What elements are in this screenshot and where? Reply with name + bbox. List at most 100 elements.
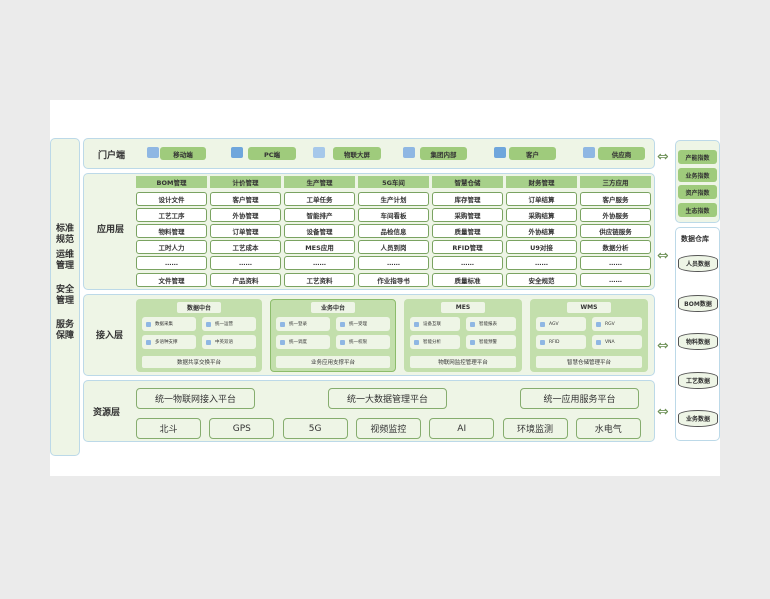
app-item[interactable]: U9对接: [506, 240, 577, 254]
app-item[interactable]: 设备管理: [284, 224, 355, 238]
resource-platform[interactable]: 统一应用服务平台: [520, 388, 639, 409]
app-item[interactable]: 工时人力: [136, 240, 207, 254]
access-chip[interactable]: AGV: [536, 317, 586, 331]
portal-title: 门户端: [98, 151, 126, 161]
warehouse-cylinder[interactable]: 物料数据: [678, 333, 718, 350]
app-item[interactable]: 订单管理: [210, 224, 281, 238]
app-item[interactable]: 质量标准: [432, 273, 503, 287]
access-chip[interactable]: 统一权限: [336, 335, 390, 349]
access-chip[interactable]: 中英双语: [202, 335, 256, 349]
app-column-header: BOM管理: [136, 176, 207, 188]
supplier-icon: [583, 147, 595, 158]
access-chip[interactable]: 设备互联: [410, 317, 460, 331]
chip-label: 智能报表: [479, 322, 497, 327]
app-item[interactable]: 外协管理: [210, 208, 281, 222]
app-item[interactable]: 物料管理: [136, 224, 207, 238]
app-item[interactable]: ……: [580, 256, 651, 270]
index-item[interactable]: 产能指数: [678, 150, 717, 164]
app-item[interactable]: MES应用: [284, 240, 355, 254]
app-item[interactable]: 库存管理: [432, 192, 503, 206]
resource-item[interactable]: 北斗: [136, 418, 201, 439]
app-item[interactable]: 质量管理: [432, 224, 503, 238]
app-item[interactable]: 品检信息: [358, 224, 429, 238]
app-item[interactable]: 采购管理: [432, 208, 503, 222]
app-item[interactable]: 工艺工序: [136, 208, 207, 222]
chip-icon: [280, 339, 285, 345]
access-chip[interactable]: 智能预警: [466, 335, 516, 349]
portal-item[interactable]: 供应商: [598, 147, 645, 160]
app-item[interactable]: 文件管理: [136, 273, 207, 287]
app-item[interactable]: ……: [210, 256, 281, 270]
warehouse-cylinder[interactable]: 人员数据: [678, 255, 718, 272]
chip-icon: [470, 321, 475, 327]
double-arrow-icon: ⇔: [657, 404, 669, 420]
access-chip[interactable]: 统一受理: [336, 317, 390, 331]
app-item[interactable]: ……: [136, 256, 207, 270]
index-item[interactable]: 资产指数: [678, 185, 717, 199]
access-chip[interactable]: 智能分析: [410, 335, 460, 349]
app-column-header: 5G车间: [358, 176, 429, 188]
app-item[interactable]: 工艺资料: [284, 273, 355, 287]
access-chip[interactable]: 数据采集: [142, 317, 196, 331]
portal-item[interactable]: 物联大屏: [333, 147, 381, 160]
app-item[interactable]: ……: [284, 256, 355, 270]
app-item[interactable]: 作业指导书: [358, 273, 429, 287]
chip-icon: [414, 339, 419, 345]
index-item[interactable]: 业务指数: [678, 168, 717, 182]
app-item[interactable]: 外协服务: [580, 208, 651, 222]
left-column-item: 安全管理: [55, 285, 74, 306]
app-item[interactable]: 数据分析: [580, 240, 651, 254]
warehouse-cylinder[interactable]: 工艺数据: [678, 372, 718, 389]
access-chip[interactable]: 统一登录: [276, 317, 330, 331]
access-chip[interactable]: 多语种支撑: [142, 335, 196, 349]
app-item[interactable]: 订单结算: [506, 192, 577, 206]
access-chip[interactable]: RGV: [592, 317, 642, 331]
access-chip[interactable]: 统一调度: [276, 335, 330, 349]
app-item[interactable]: ……: [506, 256, 577, 270]
app-item[interactable]: 外协结算: [506, 224, 577, 238]
app-item[interactable]: 智能排产: [284, 208, 355, 222]
resource-platform[interactable]: 统一大数据管理平台: [328, 388, 447, 409]
app-item[interactable]: 客户管理: [210, 192, 281, 206]
chip-icon: [596, 339, 601, 345]
app-item[interactable]: RFID管理: [432, 240, 503, 254]
chip-label: 统一运营: [215, 322, 233, 327]
app-item[interactable]: 设计文件: [136, 192, 207, 206]
chip-icon: [280, 321, 285, 327]
app-item[interactable]: 采购结算: [506, 208, 577, 222]
access-chip[interactable]: 智能报表: [466, 317, 516, 331]
chip-label: 设备互联: [423, 322, 441, 327]
app-item[interactable]: ……: [358, 256, 429, 270]
app-item[interactable]: ……: [580, 273, 651, 287]
app-item[interactable]: 供应链服务: [580, 224, 651, 238]
warehouse-cylinder[interactable]: 业务数据: [678, 410, 718, 427]
app-item[interactable]: 客户服务: [580, 192, 651, 206]
app-item[interactable]: 车间看板: [358, 208, 429, 222]
app-item[interactable]: ……: [432, 256, 503, 270]
resource-platform[interactable]: 统一物联网接入平台: [136, 388, 255, 409]
access-chip[interactable]: RFID: [536, 335, 586, 349]
resource-item[interactable]: 环境监测: [502, 418, 568, 439]
app-item[interactable]: 安全规范: [506, 273, 577, 287]
chip-icon: [206, 321, 211, 327]
app-item[interactable]: 生产计划: [358, 192, 429, 206]
resource-item[interactable]: 水电气: [575, 418, 641, 439]
access-chip[interactable]: VNA: [592, 335, 642, 349]
index-item[interactable]: 生态指数: [678, 203, 717, 217]
resource-item[interactable]: GPS: [209, 418, 275, 439]
warehouse-cylinder[interactable]: BOM数据: [678, 295, 718, 312]
portal-item[interactable]: 客户: [509, 147, 556, 160]
access-chip[interactable]: 统一运营: [202, 317, 256, 331]
app-item[interactable]: 产品资料: [210, 273, 281, 287]
resource-item[interactable]: AI: [429, 418, 495, 439]
resource-item[interactable]: 5G: [282, 418, 348, 439]
left-column: [50, 138, 80, 456]
app-item[interactable]: 人员到岗: [358, 240, 429, 254]
portal-item[interactable]: 集团内部: [420, 147, 467, 160]
chip-label: 智能分析: [423, 340, 441, 345]
app-item[interactable]: 工单任务: [284, 192, 355, 206]
resource-item[interactable]: 视频监控: [355, 418, 421, 439]
portal-item[interactable]: PC端: [248, 147, 296, 160]
portal-item[interactable]: 移动端: [160, 147, 206, 160]
app-item[interactable]: 工艺成本: [210, 240, 281, 254]
